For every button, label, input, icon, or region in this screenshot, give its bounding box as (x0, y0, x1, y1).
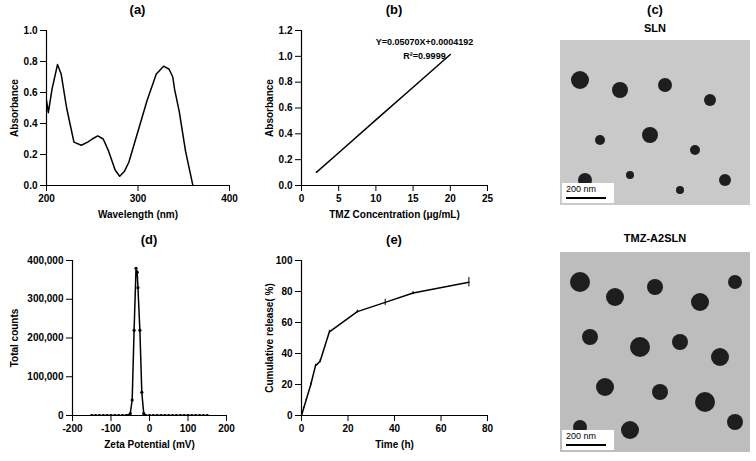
html-text:(a): (a) (129, 2, 146, 17)
svg-text:Zeta Potential (mV): Zeta Potential (mV) (104, 439, 195, 450)
html-text:(e): (e) (386, 232, 402, 247)
svg-text:0.6: 0.6 (24, 87, 38, 98)
svg-text:Cumulative release( %): Cumulative release( %) (264, 283, 275, 393)
svg-text:5: 5 (336, 193, 342, 204)
svg-text:60: 60 (435, 423, 447, 434)
svg-text:0: 0 (299, 193, 305, 204)
svg-text:20: 20 (281, 379, 293, 390)
svg-text:60: 60 (281, 317, 293, 328)
svg-text:Total counts: Total counts (9, 308, 20, 367)
svg-text:200,000: 200,000 (27, 332, 64, 343)
svg-text:25: 25 (482, 193, 494, 204)
svg-text:100,000: 100,000 (27, 371, 64, 382)
svg-text:Absorbance: Absorbance (9, 79, 20, 137)
svg-text:Time (h): Time (h) (375, 439, 414, 450)
html-text:TMZ-A2SLN: TMZ-A2SLN (623, 232, 687, 244)
svg-text:-100: -100 (101, 423, 121, 434)
svg-text:0: 0 (299, 423, 305, 434)
svg-text:0.4: 0.4 (24, 118, 38, 129)
html-text:SLN: SLN (644, 22, 666, 34)
svg-text:400,000: 400,000 (27, 255, 64, 266)
svg-text:100: 100 (276, 255, 293, 266)
svg-text:200: 200 (38, 193, 55, 204)
svg-text:0.2: 0.2 (279, 154, 293, 165)
svg-text:40: 40 (389, 423, 401, 434)
svg-text:80: 80 (281, 286, 293, 297)
svg-text:0.0: 0.0 (24, 180, 38, 191)
svg-text:TMZ Concentration (μg/mL): TMZ Concentration (μg/mL) (329, 209, 460, 220)
svg-text:0.8: 0.8 (24, 56, 38, 67)
svg-text:0.8: 0.8 (279, 76, 293, 87)
svg-text:15: 15 (408, 193, 420, 204)
svg-text:20: 20 (445, 193, 457, 204)
svg-text:Y=0.05070X+0.0004192: Y=0.05070X+0.0004192 (376, 37, 474, 47)
html-text:(c): (c) (647, 2, 663, 17)
svg-text:200 nm: 200 nm (566, 184, 596, 194)
html-text:(d): (d) (140, 232, 158, 247)
svg-text:20: 20 (342, 423, 354, 434)
svg-text:1.2: 1.2 (279, 25, 293, 36)
svg-text:100: 100 (180, 423, 197, 434)
svg-text:R²=0.9999: R²=0.9999 (403, 51, 445, 61)
svg-text:1.0: 1.0 (279, 51, 293, 62)
svg-text:300,000: 300,000 (27, 293, 64, 304)
svg-text:200 nm: 200 nm (566, 431, 596, 441)
svg-text:Wavelength (nm): Wavelength (nm) (98, 209, 178, 220)
html-text:(b): (b) (385, 2, 403, 17)
svg-text:-200: -200 (62, 423, 82, 434)
svg-text:0.6: 0.6 (279, 102, 293, 113)
svg-text:0: 0 (287, 410, 293, 421)
svg-text:10: 10 (370, 193, 382, 204)
svg-text:400: 400 (221, 193, 238, 204)
svg-text:0: 0 (147, 423, 153, 434)
svg-text:0: 0 (58, 410, 64, 421)
svg-text:0.4: 0.4 (279, 128, 293, 139)
svg-text:0.0: 0.0 (279, 180, 293, 191)
svg-text:80: 80 (482, 423, 494, 434)
svg-text:200: 200 (218, 423, 235, 434)
svg-text:Absorbance: Absorbance (264, 79, 275, 137)
svg-text:1.0: 1.0 (24, 25, 38, 36)
svg-text:0.2: 0.2 (24, 149, 38, 160)
svg-text:40: 40 (281, 348, 293, 359)
svg-text:300: 300 (130, 193, 147, 204)
